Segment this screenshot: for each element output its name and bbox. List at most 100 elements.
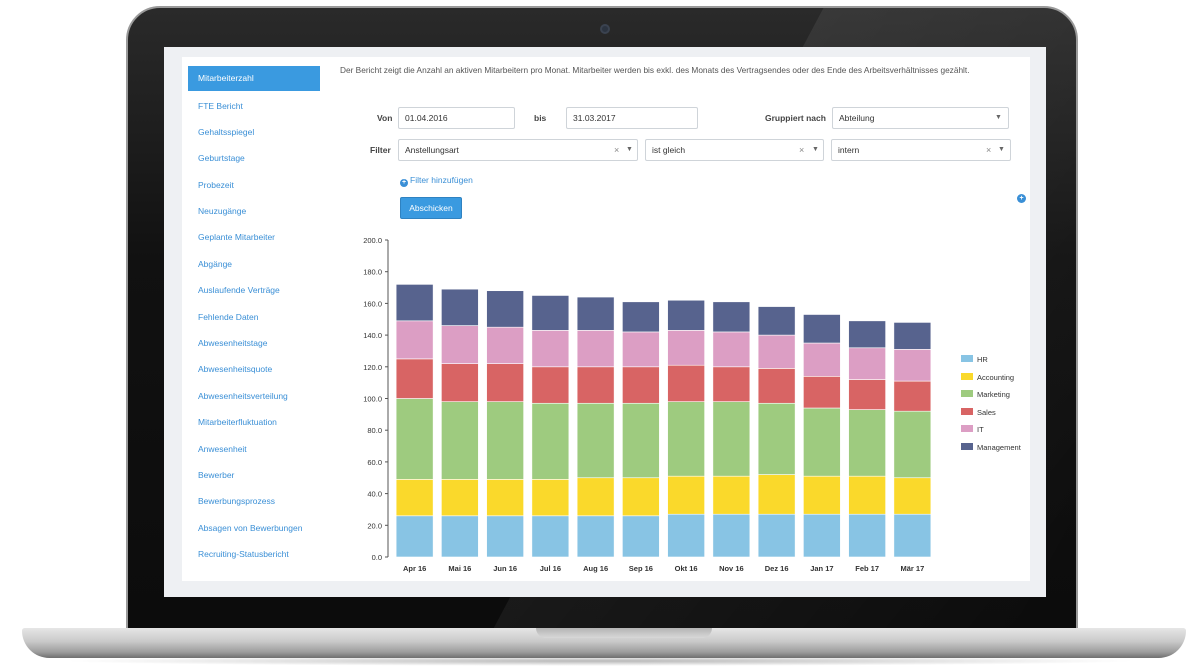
- y-tick-label: 80.0: [367, 426, 382, 435]
- legend-item: HR: [961, 355, 1021, 373]
- group-by-value: Abteilung: [839, 113, 875, 123]
- chevron-down-icon[interactable]: ▼: [626, 146, 633, 153]
- filter-value-text: intern: [838, 145, 860, 155]
- bar-segment-it: [893, 349, 932, 382]
- x-tick-label: Nov 16: [719, 564, 744, 573]
- report-description: Der Bericht zeigt die Anzahl an aktiven …: [340, 65, 970, 75]
- bar-segment-sales: [395, 358, 434, 399]
- bar-segment-accounting: [893, 477, 932, 515]
- chevron-down-icon[interactable]: ▼: [995, 114, 1002, 121]
- x-tick-label: Jun 16: [493, 564, 517, 573]
- close-icon[interactable]: ×: [986, 145, 992, 155]
- legend-label: IT: [977, 425, 984, 435]
- x-tick-label: Jul 16: [540, 564, 561, 573]
- bar-segment-marketing: [848, 409, 886, 477]
- legend-swatch: [961, 407, 973, 415]
- legend-item: Marketing: [961, 390, 1021, 408]
- sidebar-item-recruiting-statusbericht[interactable]: Recruiting-Statusbericht: [198, 549, 289, 560]
- sidebar-item-abwesenheitsquote[interactable]: Abwesenheitsquote: [198, 364, 273, 375]
- close-icon[interactable]: ×: [799, 145, 805, 155]
- sidebar-item-bewerber[interactable]: Bewerber: [198, 469, 235, 480]
- sidebar-item-probezeit[interactable]: Probezeit: [198, 179, 234, 190]
- sidebar-item-auslaufende-vertraege[interactable]: Auslaufende Verträge: [198, 285, 280, 296]
- bar-segment-hr: [712, 513, 751, 558]
- to-label: bis: [534, 113, 547, 123]
- y-tick-label: 0.0: [372, 553, 382, 562]
- bar-segment-hr: [441, 515, 479, 558]
- bar-segment-management: [486, 290, 524, 328]
- bar-segment-accounting: [531, 479, 570, 517]
- sidebar-item-absagen[interactable]: Absagen von Bewerbungen: [198, 522, 303, 533]
- sidebar-item-fehlende-daten[interactable]: Fehlende Daten: [198, 311, 259, 322]
- y-tick-label: 60.0: [367, 458, 382, 467]
- sidebar-item-geplante-mitarbeiter[interactable]: Geplante Mitarbeiter: [198, 232, 276, 243]
- bar-segment-marketing: [803, 407, 841, 477]
- sidebar-item-geburtstage[interactable]: Geburtstage: [198, 153, 245, 164]
- screen: Mitarbeiterzahl FTE Bericht Gehaltsspieg…: [164, 47, 1046, 597]
- from-date-input[interactable]: 01.04.2016: [398, 107, 515, 129]
- plus-circle-icon: +: [400, 179, 408, 187]
- bar-segment-hr: [893, 513, 932, 558]
- sidebar-item-abgaenge[interactable]: Abgänge: [198, 258, 233, 269]
- sidebar-item-mitarbeiterzahl[interactable]: Mitarbeiterzahl: [188, 66, 320, 91]
- submit-button[interactable]: Abschicken: [400, 197, 462, 219]
- bar-segment-it: [622, 331, 660, 368]
- y-tick-label: 100.0: [363, 395, 382, 404]
- bar-segment-sales: [441, 363, 479, 402]
- bar-segment-sales: [486, 363, 524, 402]
- bar-segment-management: [803, 314, 841, 344]
- laptop-notch: [536, 628, 712, 638]
- bar-segment-accounting: [803, 475, 841, 515]
- filter-operator-select[interactable]: ist gleich × ▼: [645, 139, 824, 161]
- sidebar-item-mitarbeiterfluktuation[interactable]: Mitarbeiterfluktuation: [198, 417, 277, 428]
- legend-swatch: [961, 390, 973, 398]
- close-icon[interactable]: ×: [614, 145, 620, 155]
- bar-segment-management: [667, 299, 705, 331]
- bar-segment-hr: [848, 513, 886, 558]
- group-by-select[interactable]: Abteilung ▼: [832, 107, 1009, 129]
- sidebar-item-abwesenheitsverteilung[interactable]: Abwesenheitsverteilung: [198, 390, 288, 401]
- bar-segment-it: [576, 330, 615, 368]
- bar-segment-sales: [576, 366, 615, 404]
- filter-value-select[interactable]: intern × ▼: [831, 139, 1011, 161]
- x-tick-label: Sep 16: [629, 564, 653, 573]
- x-tick-label: Mär 17: [900, 564, 924, 573]
- bar-segment-management: [848, 320, 886, 349]
- sidebar-item-neuzugaenge[interactable]: Neuzugänge: [198, 206, 247, 217]
- sidebar-item-bewerbungsprozess[interactable]: Bewerbungsprozess: [198, 496, 276, 507]
- bar-segment-hr: [622, 515, 660, 558]
- filter-field-select[interactable]: Anstellungsart × ▼: [398, 139, 638, 161]
- add-filter-icon[interactable]: +: [1017, 194, 1026, 203]
- x-tick-label: Mai 16: [448, 564, 471, 573]
- y-tick-label: 120.0: [363, 363, 382, 372]
- bar-segment-it: [486, 326, 524, 364]
- bar-segment-management: [893, 322, 932, 350]
- chevron-down-icon[interactable]: ▼: [812, 146, 819, 153]
- bar-segment-accounting: [395, 479, 434, 517]
- sidebar-item-fte-bericht[interactable]: FTE Bericht: [198, 100, 243, 111]
- legend-item: Management: [961, 442, 1021, 461]
- bar-segment-it: [803, 342, 841, 377]
- to-date-input[interactable]: 31.03.2017: [566, 107, 698, 129]
- camera-icon: [600, 24, 610, 34]
- add-filter-link[interactable]: + Filter hinzufügen: [400, 175, 473, 187]
- legend-swatch: [961, 425, 973, 433]
- x-tick-label: Feb 17: [855, 564, 879, 573]
- sidebar-item-abwesenheitstage[interactable]: Abwesenheitstage: [198, 338, 268, 349]
- bar-segment-management: [622, 301, 660, 333]
- bar-segment-hr: [486, 515, 524, 558]
- bar-segment-marketing: [531, 402, 570, 480]
- chevron-down-icon[interactable]: ▼: [998, 146, 1005, 153]
- sidebar-item-gehaltsspiegel[interactable]: Gehaltsspiegel: [198, 126, 255, 137]
- report-app: Mitarbeiterzahl FTE Bericht Gehaltsspieg…: [182, 57, 1030, 581]
- y-tick-label: 180.0: [363, 268, 382, 277]
- bar-segment-management: [712, 301, 751, 333]
- bar-segment-marketing: [486, 401, 524, 480]
- bar-segment-accounting: [667, 475, 705, 515]
- bar-segment-management: [441, 288, 479, 326]
- bar-segment-management: [757, 306, 796, 336]
- bar-segment-marketing: [712, 401, 751, 477]
- group-by-label: Gruppiert nach: [765, 113, 826, 123]
- sidebar-item-anwesenheit[interactable]: Anwesenheit: [198, 443, 247, 454]
- bar-segment-hr: [803, 513, 841, 558]
